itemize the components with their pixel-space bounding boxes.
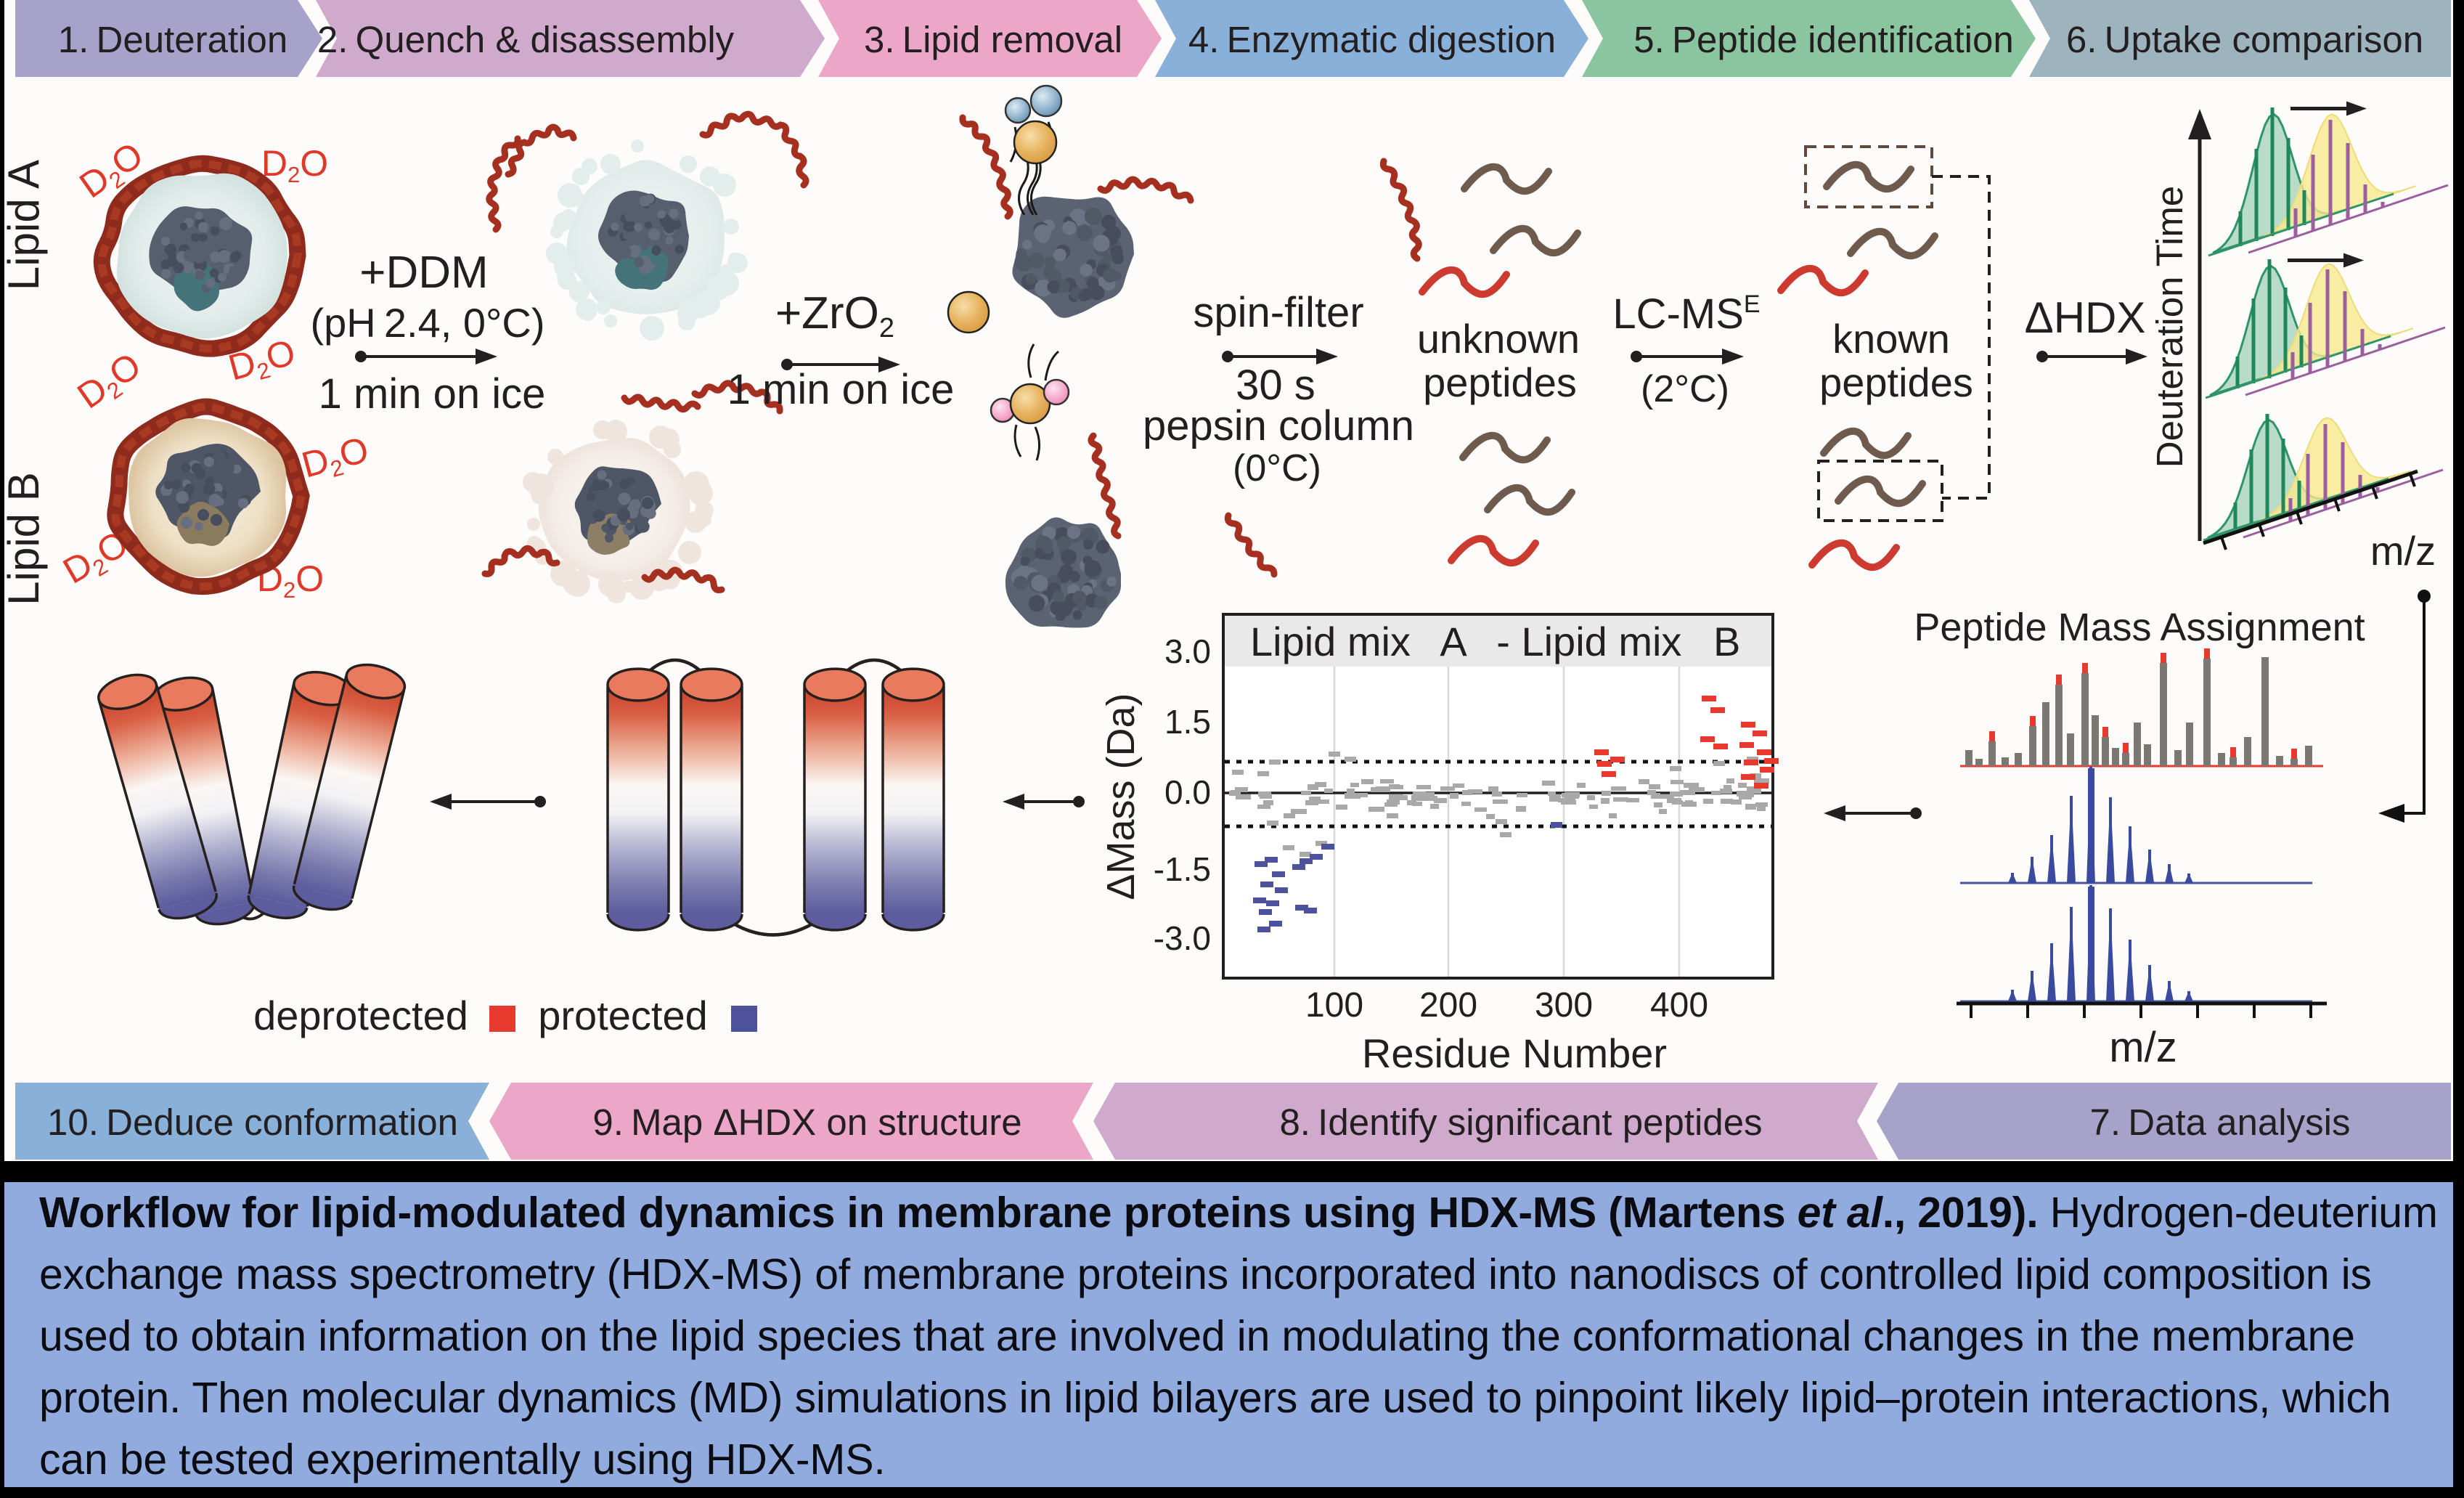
svg-text:10. Deduce conformation: 10. Deduce conformation: [47, 1102, 458, 1143]
svg-text:0.0: 0.0: [1164, 773, 1211, 811]
svg-text:peptides: peptides: [1423, 359, 1577, 405]
svg-text:spin-filter: spin-filter: [1193, 289, 1363, 336]
svg-text:Lipid A: Lipid A: [0, 160, 48, 290]
svg-text:300: 300: [1535, 986, 1593, 1025]
svg-text:1.5: 1.5: [1164, 703, 1211, 741]
svg-text:Lipid mix A - Lipid mix B: Lipid mix A - Lipid mix B: [1250, 619, 1740, 664]
svg-text:peptides: peptides: [1819, 359, 1973, 405]
svg-text:8. Identify significant peptid: 8. Identify significant peptides: [1279, 1102, 1762, 1143]
svg-text:ΔMass (Da): ΔMass (Da): [1099, 693, 1143, 900]
svg-text:(pH 2.4, 0°C): (pH 2.4, 0°C): [310, 300, 544, 346]
svg-text:(2°C): (2°C): [1641, 368, 1729, 410]
svg-text:Residue Number: Residue Number: [1362, 1030, 1667, 1076]
svg-text:3. Lipid removal: 3. Lipid removal: [864, 19, 1122, 60]
svg-text:1 min on ice: 1 min on ice: [319, 370, 546, 418]
svg-text:deprotected: deprotected: [253, 993, 468, 1038]
svg-text:7. Data analysis: 7. Data analysis: [2090, 1102, 2351, 1143]
svg-text:Lipid B: Lipid B: [0, 472, 48, 605]
svg-text:unknown: unknown: [1417, 316, 1580, 362]
svg-text:5. Peptide identification: 5. Peptide identification: [1633, 19, 2013, 60]
svg-text:30 s: 30 s: [1236, 362, 1315, 409]
svg-text:m/z: m/z: [2109, 1024, 2177, 1071]
svg-text:200: 200: [1419, 986, 1477, 1025]
svg-text:LC-MSE: LC-MSE: [1612, 290, 1760, 338]
svg-text:-3.0: -3.0: [1154, 919, 1211, 957]
svg-text:known: known: [1832, 316, 1950, 362]
svg-text:1 min on ice: 1 min on ice: [727, 366, 955, 413]
svg-text:9. Map ΔHDX on structure: 9. Map ΔHDX on structure: [592, 1102, 1021, 1143]
svg-text:Deuteration Time: Deuteration Time: [2149, 186, 2190, 468]
svg-text:pepsin column: pepsin column: [1143, 402, 1414, 449]
svg-text:2. Quench & disassembly: 2. Quench & disassembly: [317, 19, 735, 60]
svg-text:100: 100: [1305, 986, 1363, 1025]
svg-text:(0°C): (0°C): [1233, 447, 1321, 489]
svg-text:1. Deuteration: 1. Deuteration: [58, 19, 287, 60]
svg-text:3.0: 3.0: [1164, 632, 1211, 670]
svg-text:protected: protected: [538, 993, 708, 1038]
svg-text:m/z: m/z: [2370, 528, 2436, 574]
svg-text:ΔHDX: ΔHDX: [2025, 293, 2146, 342]
svg-text:400: 400: [1650, 986, 1708, 1025]
svg-text:-1.5: -1.5: [1154, 850, 1211, 888]
svg-text:+ZrO2: +ZrO2: [775, 288, 894, 343]
svg-text:Peptide Mass Assignment: Peptide Mass Assignment: [1914, 606, 2365, 649]
svg-text:+DDM: +DDM: [359, 248, 488, 298]
svg-text:6. Uptake comparison: 6. Uptake comparison: [2066, 19, 2423, 60]
svg-text:4. Enzymatic digestion: 4. Enzymatic digestion: [1188, 19, 1556, 60]
